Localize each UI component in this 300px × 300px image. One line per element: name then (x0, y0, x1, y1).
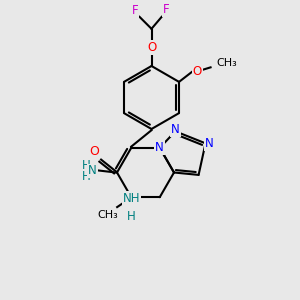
Text: CH₃: CH₃ (216, 58, 237, 68)
Text: O: O (193, 65, 202, 78)
Text: CH₃: CH₃ (98, 210, 118, 220)
Text: NH: NH (122, 192, 140, 205)
Text: N: N (155, 141, 164, 154)
Text: O: O (90, 145, 99, 158)
Text: F: F (163, 3, 170, 16)
Text: N: N (171, 123, 180, 136)
Text: H: H (81, 159, 90, 172)
Text: N: N (205, 137, 214, 150)
Text: O: O (147, 41, 156, 54)
Text: H: H (81, 170, 90, 183)
Text: F: F (132, 4, 138, 17)
Text: N: N (88, 164, 97, 178)
Text: H: H (127, 210, 136, 223)
